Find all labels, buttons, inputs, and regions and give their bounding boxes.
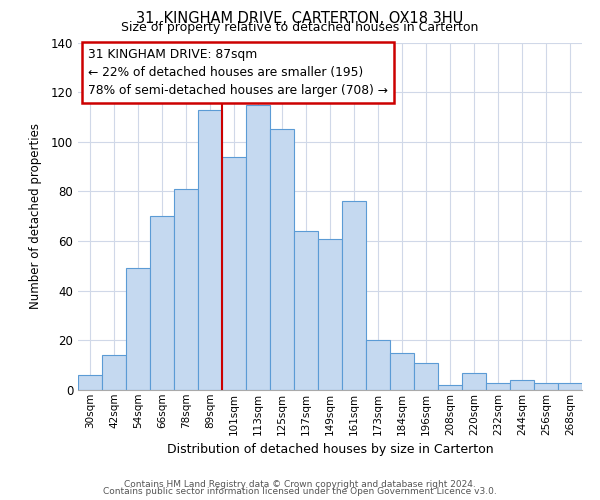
- Bar: [438, 385, 462, 390]
- Bar: [222, 156, 246, 390]
- Bar: [174, 189, 198, 390]
- Bar: [390, 353, 414, 390]
- Bar: [486, 382, 510, 390]
- Bar: [102, 355, 126, 390]
- Text: 31 KINGHAM DRIVE: 87sqm
← 22% of detached houses are smaller (195)
78% of semi-d: 31 KINGHAM DRIVE: 87sqm ← 22% of detache…: [88, 48, 388, 96]
- Text: Contains public sector information licensed under the Open Government Licence v3: Contains public sector information licen…: [103, 487, 497, 496]
- Bar: [558, 382, 582, 390]
- Bar: [150, 216, 174, 390]
- Bar: [246, 104, 270, 390]
- Bar: [270, 130, 294, 390]
- Bar: [318, 238, 342, 390]
- Y-axis label: Number of detached properties: Number of detached properties: [29, 123, 43, 309]
- Text: Size of property relative to detached houses in Carterton: Size of property relative to detached ho…: [121, 21, 479, 34]
- X-axis label: Distribution of detached houses by size in Carterton: Distribution of detached houses by size …: [167, 443, 493, 456]
- Bar: [342, 202, 366, 390]
- Bar: [198, 110, 222, 390]
- Bar: [534, 382, 558, 390]
- Bar: [510, 380, 534, 390]
- Text: 31, KINGHAM DRIVE, CARTERTON, OX18 3HU: 31, KINGHAM DRIVE, CARTERTON, OX18 3HU: [136, 11, 464, 26]
- Bar: [126, 268, 150, 390]
- Text: Contains HM Land Registry data © Crown copyright and database right 2024.: Contains HM Land Registry data © Crown c…: [124, 480, 476, 489]
- Bar: [294, 231, 318, 390]
- Bar: [462, 372, 486, 390]
- Bar: [366, 340, 390, 390]
- Bar: [414, 362, 438, 390]
- Bar: [78, 375, 102, 390]
